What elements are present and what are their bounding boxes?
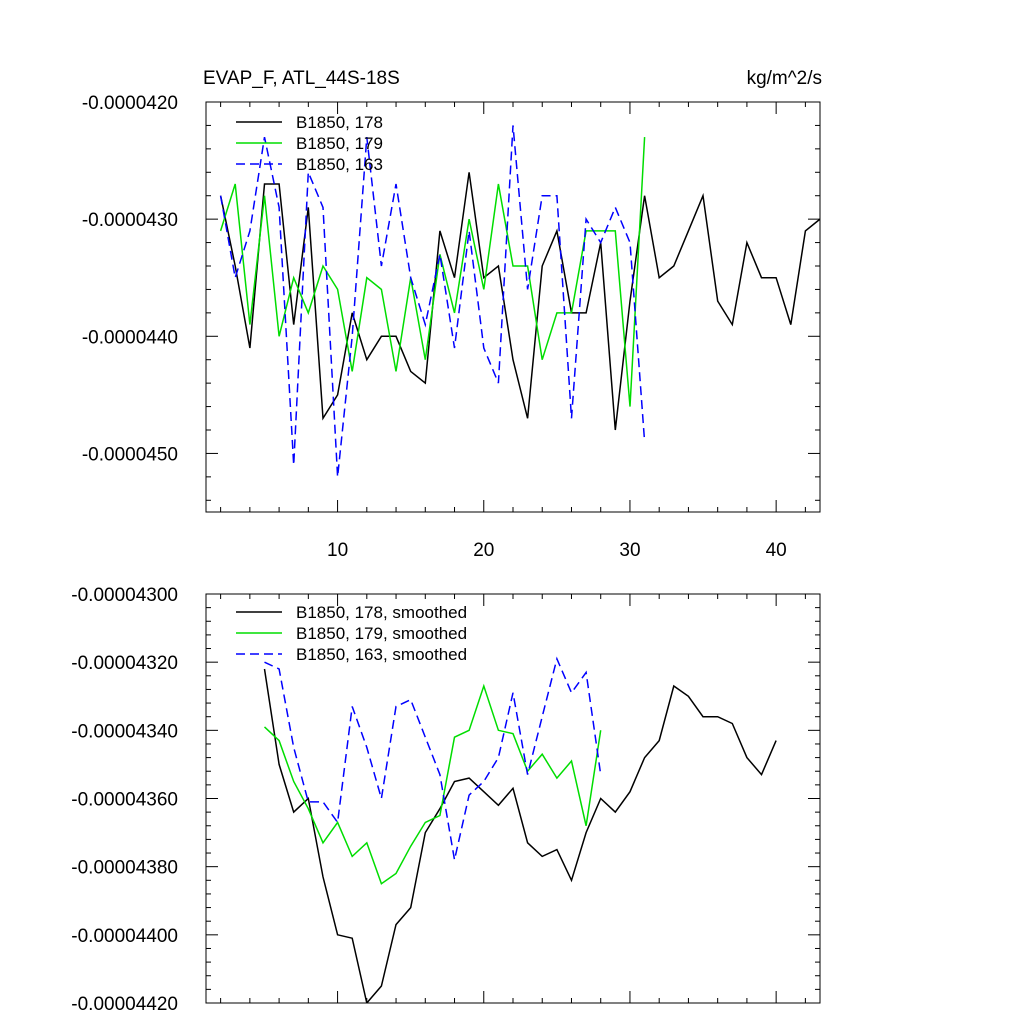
top-chart-units: kg/m^2/s [747,68,822,89]
top-y-tick-label: -0.0000440 [82,327,178,348]
bottom-y-tick-label: -0.00004400 [71,926,178,947]
bottom-y-tick-label: -0.00004360 [71,790,178,811]
top-y-tick-label: -0.0000430 [82,210,178,231]
bottom-legend-label-2: B1850, 179, smoothed [296,624,467,643]
bottom-series-line-3 [264,656,602,860]
top-legend-label-1: B1850, 178 [296,113,383,132]
top-series-line-3 [219,125,646,477]
top-series-line-1 [219,172,820,431]
top-y-tick-label: -0.0000420 [82,93,178,114]
top-x-tick-label: 10 [327,540,348,561]
bottom-y-tick-label: -0.00004420 [71,994,178,1015]
bottom-y-tick-label: -0.00004320 [71,653,178,674]
top-x-tick-label: 40 [766,540,787,561]
top-y-tick-label: -0.0000450 [82,444,178,465]
bottom-y-tick-label: -0.00004380 [71,858,178,879]
bottom-series-line-2 [263,683,602,885]
bottom-legend-label-3: B1850, 163, smoothed [296,645,467,664]
top-legend-label-3: B1850, 163 [296,155,383,174]
top-chart-title: EVAP_F, ATL_44S-18S [203,68,400,89]
bottom-legend-label-1: B1850, 178, smoothed [296,603,467,622]
top-x-tick-label: 20 [473,540,494,561]
top-x-tick-label: 30 [619,540,640,561]
top-legend-label-2: B1850, 179 [296,134,383,153]
top-series-line-2 [219,137,646,407]
bottom-y-tick-label: -0.00004300 [71,585,178,606]
bottom-y-tick-label: -0.00004340 [71,721,178,742]
bottom-series-line-1 [263,668,777,1003]
